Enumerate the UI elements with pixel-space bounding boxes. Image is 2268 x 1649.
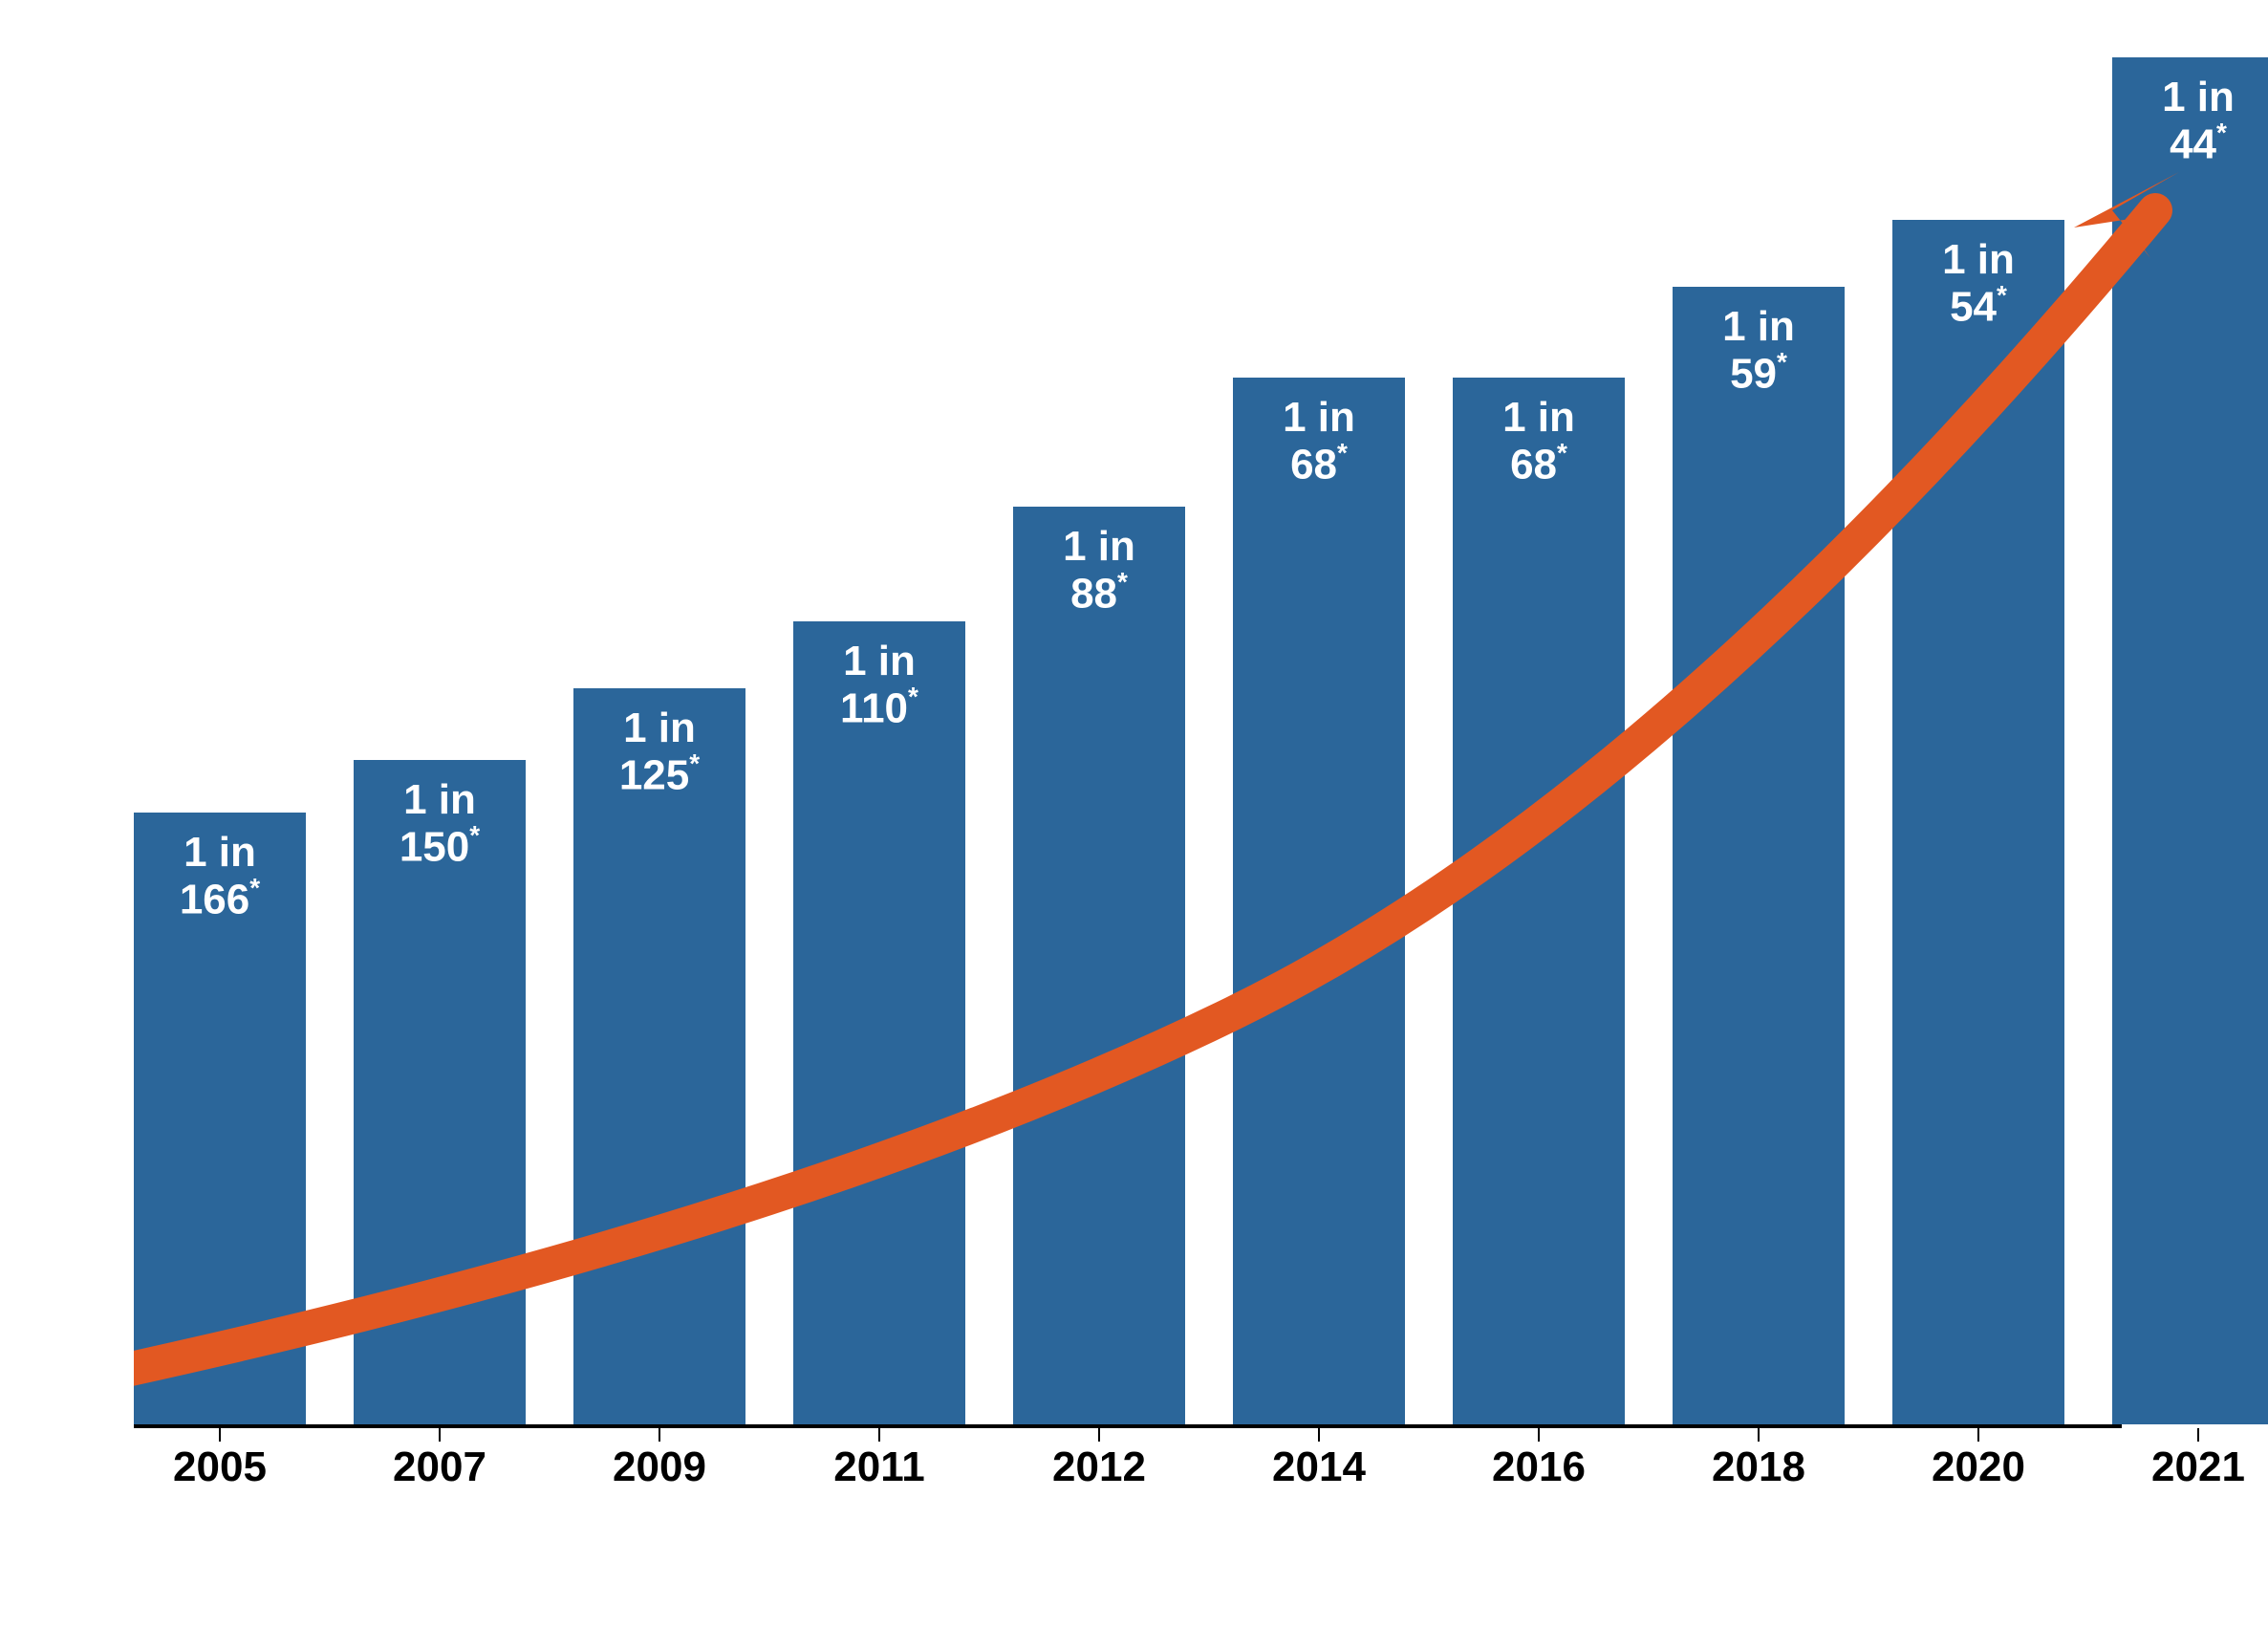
x-tick	[1098, 1428, 1100, 1442]
bar-label-2012: 1 in88*	[1013, 524, 1185, 618]
bar-2011: 1 in110*	[793, 621, 965, 1424]
x-label-2009: 2009	[573, 1443, 745, 1491]
bar-2007: 1 in150*	[354, 760, 526, 1424]
x-label-2014: 2014	[1233, 1443, 1405, 1491]
chart-container: 1 in166* 1 in150* 1 in125* 1 in110* 1 in88* 1…	[134, 57, 2217, 1530]
bar-2012: 1 in88*	[1013, 507, 1185, 1424]
bar-label-2016: 1 in68*	[1453, 395, 1625, 488]
bar-2005: 1 in166*	[134, 813, 306, 1424]
bar-2016: 1 in68*	[1453, 378, 1625, 1424]
x-label-2020: 2020	[1892, 1443, 2064, 1491]
bar-label-2009: 1 in125*	[573, 705, 745, 799]
x-tick	[1758, 1428, 1760, 1442]
x-tick	[659, 1428, 660, 1442]
bar-label-2021: 1 in44*	[2112, 75, 2268, 168]
bar-label-2005: 1 in166*	[134, 830, 306, 923]
x-label-2005: 2005	[134, 1443, 306, 1491]
x-label-2011: 2011	[793, 1443, 965, 1491]
x-tick	[878, 1428, 880, 1442]
x-label-2018: 2018	[1673, 1443, 1845, 1491]
x-tick	[219, 1428, 221, 1442]
bar-2021: 1 in44*	[2112, 57, 2268, 1424]
plot-area: 1 in166* 1 in150* 1 in125* 1 in110* 1 in88* 1…	[134, 57, 2122, 1424]
bar-label-2018: 1 in59*	[1673, 304, 1845, 398]
bar-label-2011: 1 in110*	[793, 639, 965, 732]
x-tick	[439, 1428, 441, 1442]
x-axis	[134, 1424, 2122, 1428]
bar-2014: 1 in68*	[1233, 378, 1405, 1424]
x-label-2012: 2012	[1013, 1443, 1185, 1491]
x-label-2007: 2007	[354, 1443, 526, 1491]
x-tick	[1538, 1428, 1540, 1442]
bar-2020: 1 in54*	[1892, 220, 2064, 1424]
x-tick	[1318, 1428, 1320, 1442]
x-label-2021: 2021	[2112, 1443, 2268, 1491]
bar-label-2014: 1 in68*	[1233, 395, 1405, 488]
bar-label-2020: 1 in54*	[1892, 237, 2064, 331]
x-label-2016: 2016	[1453, 1443, 1625, 1491]
bar-label-2007: 1 in150*	[354, 777, 526, 871]
bar-2009: 1 in125*	[573, 688, 745, 1424]
x-tick	[2197, 1428, 2199, 1442]
bar-2018: 1 in59*	[1673, 287, 1845, 1424]
x-tick	[1977, 1428, 1979, 1442]
